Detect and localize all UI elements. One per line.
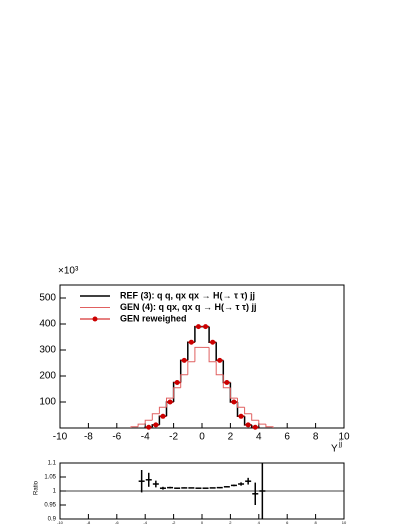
y-tick-label: 200 xyxy=(39,371,56,382)
x-tick-label: -6 xyxy=(112,432,121,443)
x-tick-label: 4 xyxy=(258,520,261,525)
y-tick-label: 0.9 xyxy=(48,517,57,523)
point xyxy=(181,357,187,363)
hist-bin xyxy=(215,342,224,362)
y-scale-label: ×10³ xyxy=(58,266,79,277)
hist-bin xyxy=(208,347,217,363)
x-tick-label: -8 xyxy=(87,520,91,525)
x-tick-label: -10 xyxy=(57,520,64,525)
hist-bin xyxy=(144,419,153,425)
y-tick-label: 500 xyxy=(39,293,56,304)
y-tick-label: 100 xyxy=(39,397,56,408)
hist-bin xyxy=(244,407,252,415)
x-tick-label: -2 xyxy=(169,432,178,443)
hist-bin xyxy=(229,382,238,403)
x-tick-label: -6 xyxy=(115,520,119,525)
x-tick-label: 8 xyxy=(313,432,319,443)
hist-bin xyxy=(179,359,188,383)
x-tick-label: 2 xyxy=(229,520,232,525)
hist-bin xyxy=(151,413,160,421)
y-tick-label: 300 xyxy=(39,345,56,356)
point xyxy=(252,424,258,430)
hist-bin xyxy=(130,426,139,428)
legend-label: GEN (4): q qx, qx q → H(→ τ τ) jj xyxy=(120,302,257,312)
x-tick-label: -4 xyxy=(141,432,150,443)
legend-label: REF (3): q q, qx qx → H(→ τ τ) jj xyxy=(120,290,255,300)
hist-bin xyxy=(166,397,174,408)
x-tick-label: 4 xyxy=(256,432,262,443)
hist-bin xyxy=(172,381,181,402)
x-tick-label: -10 xyxy=(53,432,68,443)
y-tick-label: 400 xyxy=(39,319,56,330)
point xyxy=(167,399,173,405)
point xyxy=(160,413,166,419)
point xyxy=(153,422,159,428)
legend-label: GEN reweighed xyxy=(120,313,187,323)
x-tick-label: -4 xyxy=(143,520,147,525)
point xyxy=(217,357,223,363)
hist-bin xyxy=(237,398,245,408)
hist-bin xyxy=(194,346,202,362)
point xyxy=(188,339,194,345)
point xyxy=(146,424,152,430)
y-axis-label: Ratio xyxy=(34,480,40,495)
point xyxy=(203,324,209,330)
hist-bin xyxy=(258,420,266,425)
x-tick-label: 0 xyxy=(201,520,204,525)
y-tick-label: 1 xyxy=(53,489,57,495)
y-tick-label: 1.1 xyxy=(48,461,57,467)
point xyxy=(224,380,230,385)
hist-bin xyxy=(222,374,231,389)
x-tick-label: 6 xyxy=(286,520,289,525)
point xyxy=(238,413,244,419)
point xyxy=(174,380,180,385)
hist-bin xyxy=(222,360,231,384)
point xyxy=(245,422,251,428)
x-tick-label: -2 xyxy=(172,520,176,525)
point xyxy=(210,339,216,345)
point xyxy=(231,399,237,405)
hist-bin xyxy=(215,361,224,376)
hist-bin xyxy=(251,413,259,421)
x-tick-label: 8 xyxy=(314,520,317,525)
x-tick-label: 0 xyxy=(199,432,205,443)
hist-bin xyxy=(265,424,274,428)
point xyxy=(195,324,201,330)
x-axis-label-sup: jj xyxy=(338,441,343,448)
x-tick-label: 2 xyxy=(228,432,234,443)
hist-bin xyxy=(187,361,195,375)
legend-marker xyxy=(92,316,98,322)
hist-bin xyxy=(158,406,167,414)
y-tick-label: 0.95 xyxy=(44,503,56,509)
x-tick-label: 10 xyxy=(342,520,347,525)
x-tick-label: -8 xyxy=(84,432,93,443)
hist-bin xyxy=(229,387,238,399)
x-tick-label: 6 xyxy=(284,432,290,443)
x-axis-label: Y xyxy=(331,444,338,455)
hist-bin xyxy=(187,341,195,361)
hist-bin xyxy=(180,374,188,388)
y-tick-label: 1.05 xyxy=(44,475,56,481)
x-tick-label: 10 xyxy=(338,432,350,443)
hist-bin xyxy=(137,423,146,427)
hist-bin xyxy=(173,387,181,399)
